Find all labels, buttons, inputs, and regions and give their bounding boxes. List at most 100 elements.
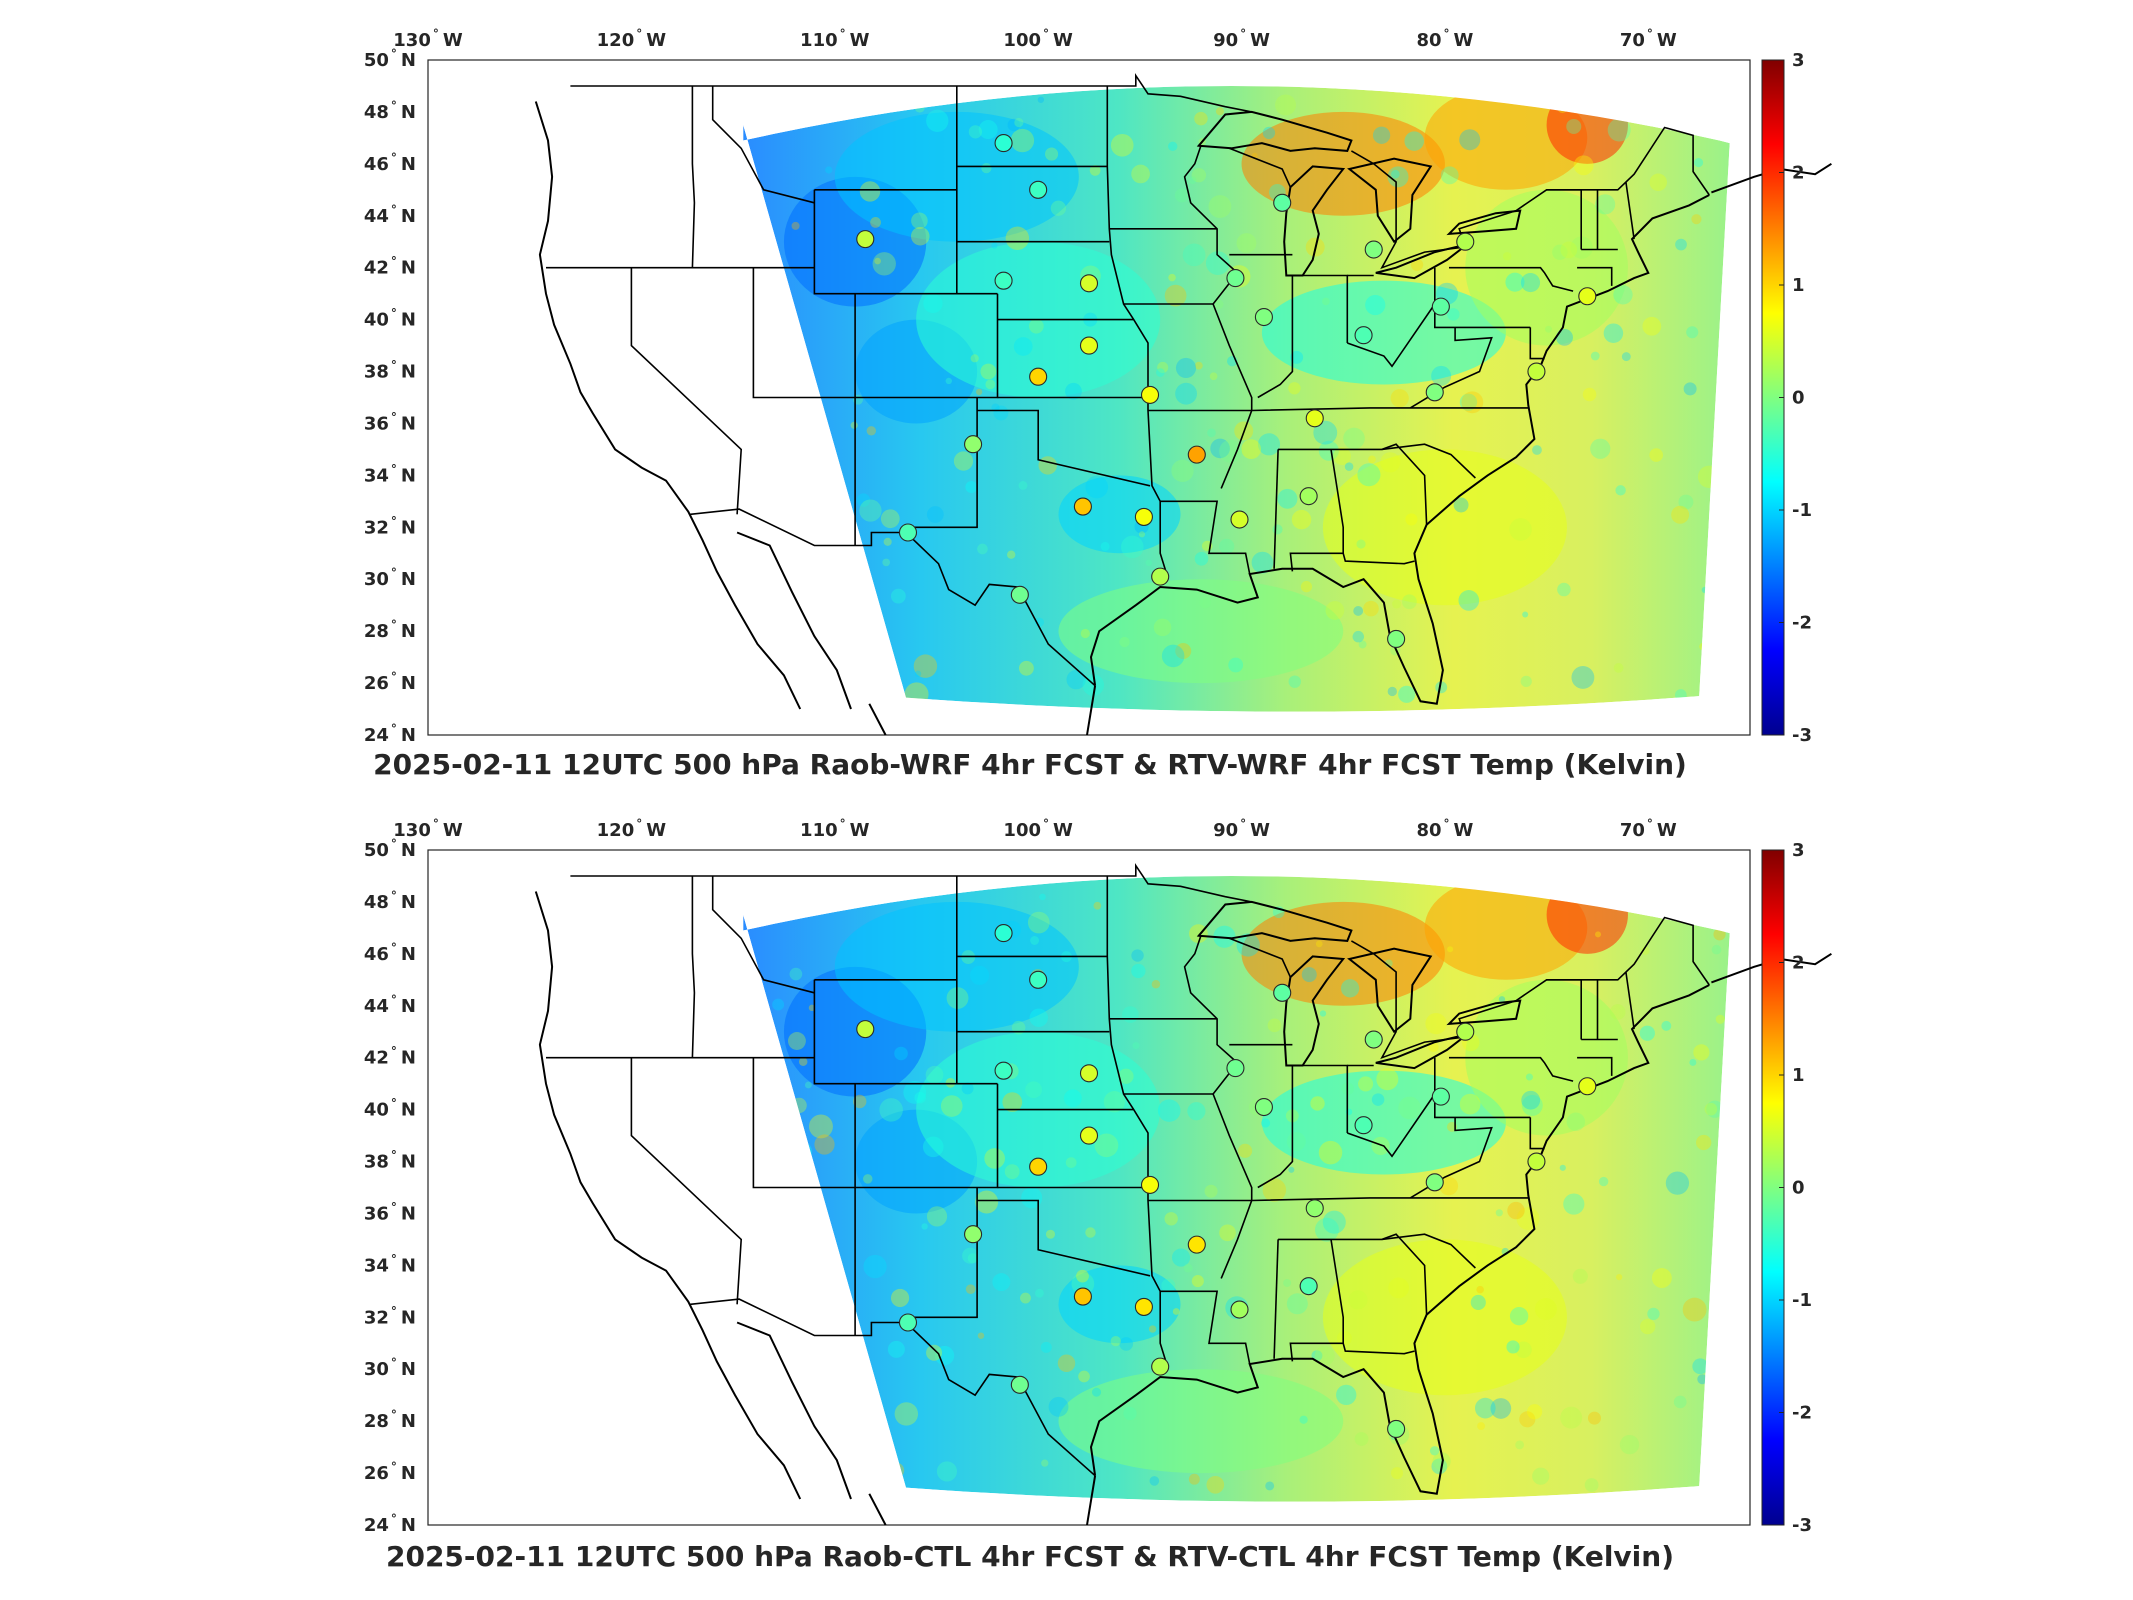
lon-tick-label: 100 ° W	[1003, 817, 1073, 841]
lat-tick-label: 48 ° N	[364, 889, 416, 913]
station-marker	[1273, 193, 1292, 212]
lat-tick-label: 40 ° N	[364, 307, 416, 331]
colorbar-tick-label: -3	[1792, 725, 1812, 746]
map-panel-raob-wrf: 130 ° W 120 ° W 110 ° W 100 ° W 90 ° W 80 ° W 70 ° W 24 ° N 26 ° N…	[0, 0, 2133, 790]
lon-tick-label: 120 ° W	[597, 27, 667, 51]
lat-tick-label: 50 ° N	[364, 837, 416, 861]
station-marker	[1151, 567, 1170, 586]
lon-tick-label: 70 ° W	[1620, 27, 1677, 51]
station-marker	[994, 1061, 1013, 1080]
lon-tick-label: 80 ° W	[1416, 27, 1473, 51]
station-marker	[1387, 1419, 1406, 1438]
station-marker	[856, 1020, 875, 1039]
station-marker	[898, 523, 918, 542]
station-marker	[1140, 1175, 1160, 1194]
station-marker	[1029, 970, 1048, 989]
lon-tick-label: 130 ° W	[393, 27, 463, 51]
lon-tick-label: 110 ° W	[800, 817, 870, 841]
lon-tick-label: 120 ° W	[597, 817, 667, 841]
station-marker	[1134, 507, 1153, 526]
lon-tick-label: 110 ° W	[800, 27, 870, 51]
colorbar-tick-label: 0	[1792, 1178, 1805, 1199]
station-marker	[1151, 1357, 1170, 1376]
lat-tick-label: 36 ° N	[364, 410, 416, 434]
station-marker	[964, 435, 983, 454]
station-marker	[1187, 1235, 1206, 1254]
station-marker	[994, 271, 1013, 290]
map-panel-raob-ctl: 130 ° W 120 ° W 110 ° W 100 ° W 90 ° W 80 ° W 70 ° W 24 ° N 26 ° N…	[0, 790, 2133, 1600]
station-marker	[994, 924, 1013, 943]
station-marker	[1305, 409, 1324, 428]
station-marker	[1578, 287, 1597, 306]
lat-tick-label: 44 ° N	[364, 203, 416, 227]
colorbar-tick-label: 2	[1792, 163, 1805, 184]
lat-tick-label: 28 ° N	[364, 618, 416, 642]
station-marker	[1029, 1157, 1048, 1176]
station-marker	[1299, 1277, 1318, 1296]
lat-tick-label: 36 ° N	[364, 1200, 416, 1224]
lat-tick-label: 42 ° N	[364, 255, 416, 279]
station-marker	[1354, 326, 1373, 345]
station-marker	[1299, 487, 1318, 506]
lat-tick-label: 32 ° N	[364, 1304, 416, 1328]
lat-tick-label: 24 ° N	[364, 1512, 416, 1536]
colorbar-tick-label: -1	[1792, 1290, 1812, 1311]
station-marker	[1010, 585, 1029, 604]
colorbar-tick-label: 3	[1792, 840, 1805, 861]
station-marker	[994, 134, 1013, 153]
lat-tick-label: 30 ° N	[364, 1356, 416, 1380]
station-marker	[1029, 367, 1048, 386]
station-marker	[1073, 497, 1092, 516]
temperature-field	[743, 876, 1730, 1502]
station-marker	[1079, 1064, 1099, 1083]
station-marker	[1140, 385, 1160, 404]
panel-title: 2025-02-11 12UTC 500 hPa Raob-CTL 4hr FC…	[385, 1540, 1674, 1573]
colorbar-tick-label: 0	[1792, 388, 1805, 409]
lon-tick-label: 70 ° W	[1620, 817, 1677, 841]
lon-tick-label: 90 ° W	[1213, 27, 1270, 51]
lat-tick-label: 38 ° N	[364, 359, 416, 383]
station-marker	[1273, 983, 1292, 1002]
lat-tick-label: 40 ° N	[364, 1097, 416, 1121]
lat-tick-label: 42 ° N	[364, 1045, 416, 1069]
lat-tick-label: 34 ° N	[364, 462, 416, 486]
lon-tick-label: 80 ° W	[1416, 817, 1473, 841]
lat-tick-label: 48 ° N	[364, 99, 416, 123]
station-marker	[1134, 1297, 1153, 1316]
station-marker	[1354, 1116, 1373, 1135]
boundaries	[534, 862, 1832, 1526]
panel-title: 2025-02-11 12UTC 500 hPa Raob-WRF 4hr FC…	[373, 748, 1687, 781]
station-marker	[1226, 1059, 1245, 1078]
station-marker	[1029, 180, 1048, 199]
station-marker	[1226, 269, 1245, 288]
lat-tick-label: 32 ° N	[364, 514, 416, 538]
station-marker	[1364, 240, 1383, 259]
lon-tick-label: 100 ° W	[1003, 27, 1073, 51]
station-marker	[1079, 274, 1099, 293]
station-marker	[1578, 1077, 1597, 1096]
lat-tick-label: 30 ° N	[364, 566, 416, 590]
lat-tick-label: 50 ° N	[364, 47, 416, 71]
colorbar-tick-label: -1	[1792, 500, 1812, 521]
raob-stations	[856, 924, 1597, 1438]
station-marker	[898, 1313, 918, 1332]
station-marker	[1230, 510, 1249, 529]
colorbar-tick-label: -2	[1792, 613, 1812, 634]
station-marker	[1364, 1030, 1383, 1049]
lat-tick-label: 46 ° N	[364, 151, 416, 175]
station-marker	[1456, 232, 1475, 251]
lat-tick-label: 34 ° N	[364, 1252, 416, 1276]
station-marker	[1305, 1199, 1324, 1218]
station-marker	[1425, 1173, 1444, 1192]
lat-tick-label: 24 ° N	[364, 722, 416, 746]
lat-tick-label: 38 ° N	[364, 1149, 416, 1173]
station-marker	[856, 230, 875, 249]
map-figure: 130 ° W 120 ° W 110 ° W 100 ° W 90 ° W 80 ° W 70 ° W 24 ° N 26 ° N…	[364, 27, 1832, 746]
lat-tick-label: 26 ° N	[364, 670, 416, 694]
lat-tick-label: 46 ° N	[364, 941, 416, 965]
station-marker	[1254, 1097, 1273, 1117]
station-marker	[1079, 1126, 1099, 1145]
station-marker	[1230, 1300, 1249, 1319]
station-marker	[1010, 1375, 1029, 1394]
colorbar-tick-label: -2	[1792, 1403, 1812, 1424]
